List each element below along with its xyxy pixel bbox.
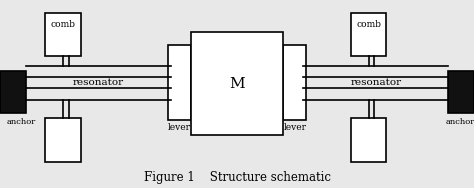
Text: resonator: resonator (73, 78, 124, 87)
Bar (351, 118, 386, 162)
Bar (45, 118, 81, 162)
Text: comb: comb (51, 20, 75, 29)
Text: anchor: anchor (446, 118, 474, 126)
Text: Figure 1    Structure schematic: Figure 1 Structure schematic (144, 171, 330, 184)
Bar (283, 45, 306, 120)
Text: lever: lever (283, 123, 306, 132)
Bar (0, 71, 26, 113)
Text: anchor: anchor (7, 118, 36, 126)
Text: resonator: resonator (350, 78, 401, 87)
Bar (351, 13, 386, 56)
Bar (168, 45, 191, 120)
Text: lever: lever (168, 123, 191, 132)
Text: comb: comb (356, 20, 381, 29)
Bar (448, 71, 474, 113)
Bar (191, 32, 283, 135)
Text: M: M (229, 77, 245, 91)
Bar (45, 13, 81, 56)
